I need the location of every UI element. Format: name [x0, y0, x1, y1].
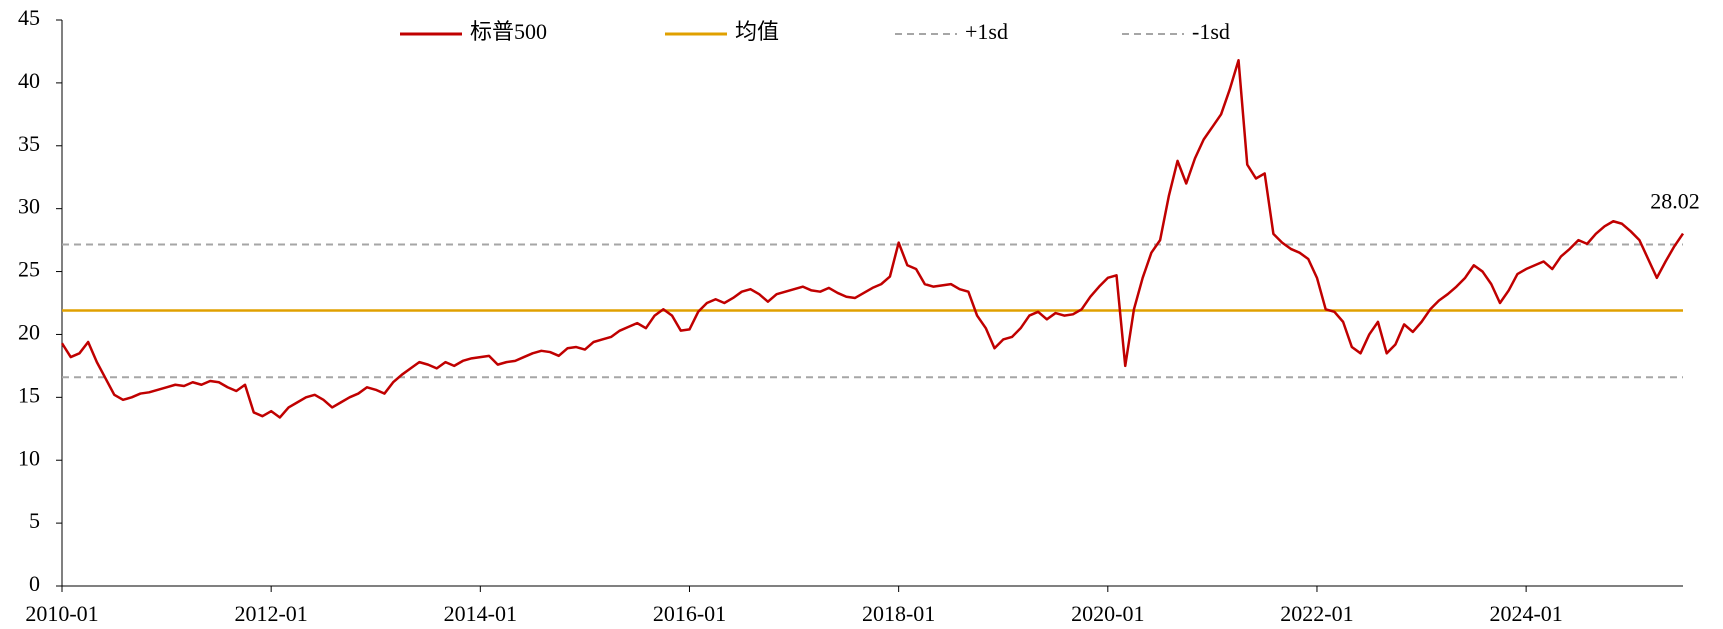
legend-label: +1sd — [965, 19, 1008, 44]
y-tick-label: 0 — [29, 571, 40, 596]
legend-label: 均值 — [735, 19, 779, 44]
data-label: 28.02 — [1650, 189, 1700, 214]
y-tick-label: 15 — [18, 382, 40, 407]
y-tick-label: 5 — [29, 508, 40, 533]
x-tick-label: 2020-01 — [1071, 601, 1144, 626]
y-tick-label: 20 — [18, 319, 40, 344]
x-tick-label: 2012-01 — [234, 601, 307, 626]
legend-label: 标普500 — [470, 19, 547, 44]
x-tick-label: 2024-01 — [1489, 601, 1562, 626]
legend-label: -1sd — [1192, 19, 1230, 44]
y-tick-label: 30 — [18, 194, 40, 219]
x-tick-label: 2022-01 — [1280, 601, 1353, 626]
x-tick-label: 2016-01 — [653, 601, 726, 626]
x-tick-label: 2010-01 — [25, 601, 98, 626]
y-tick-label: 40 — [18, 68, 40, 93]
y-tick-label: 35 — [18, 131, 40, 156]
x-tick-label: 2014-01 — [444, 601, 517, 626]
y-tick-label: 45 — [18, 5, 40, 30]
y-tick-label: 10 — [18, 445, 40, 470]
y-tick-label: 25 — [18, 257, 40, 282]
x-tick-label: 2018-01 — [862, 601, 935, 626]
series-line — [60, 59, 1685, 419]
